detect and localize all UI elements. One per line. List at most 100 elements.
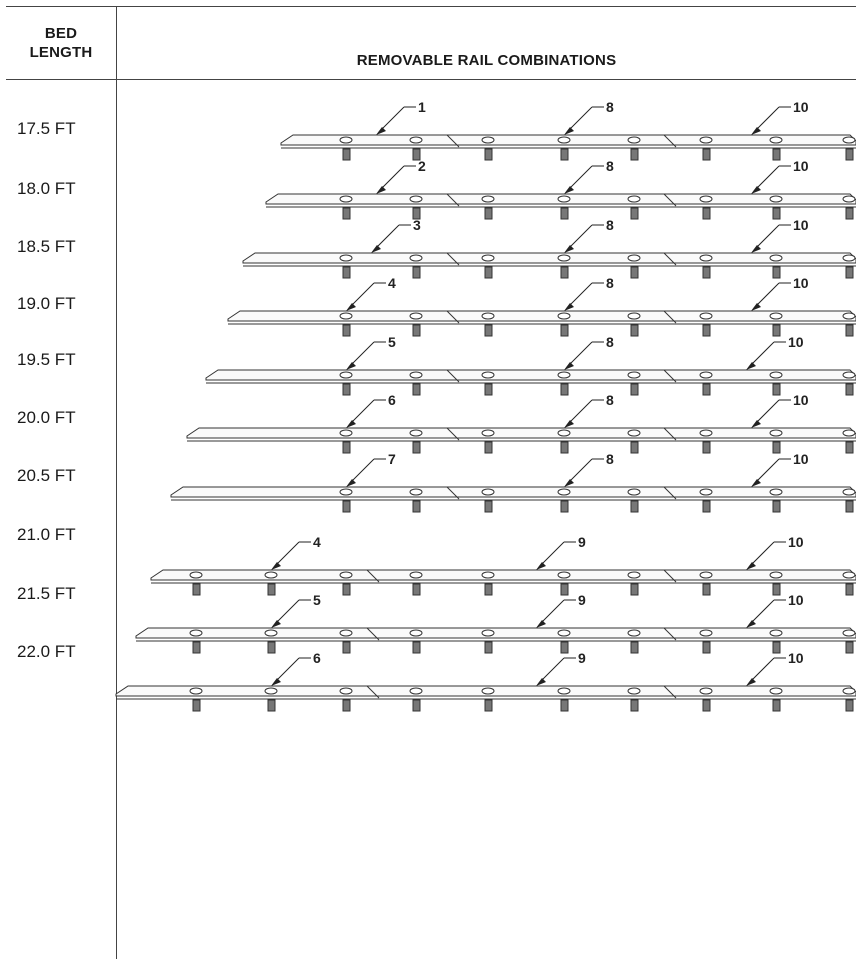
stake-post xyxy=(702,441,711,454)
rail-section-split xyxy=(663,685,677,699)
stake-pocket xyxy=(409,371,423,379)
callout-arrowhead xyxy=(371,245,381,253)
stake-post xyxy=(192,699,201,712)
callout-arrowhead xyxy=(564,479,574,487)
stake-pocket xyxy=(769,687,783,695)
stake-post xyxy=(484,383,493,396)
stake-post xyxy=(845,383,854,396)
stake-pocket xyxy=(769,429,783,437)
stake-post xyxy=(845,500,854,513)
stake-pocket xyxy=(409,571,423,579)
stake-post xyxy=(702,583,711,596)
stake-post xyxy=(484,324,493,337)
stake-pocket xyxy=(627,687,641,695)
stake-pocket xyxy=(481,371,495,379)
stake-post xyxy=(560,266,569,279)
bed-length-label: 18.5 FT xyxy=(17,237,76,256)
callout-number: 8 xyxy=(606,158,614,174)
callout-leader xyxy=(753,282,780,309)
callout-number: 9 xyxy=(578,650,586,666)
stake-pocket xyxy=(557,429,571,437)
stake-pocket xyxy=(627,629,641,637)
callout-number: 8 xyxy=(606,392,614,408)
stake-post xyxy=(560,148,569,161)
callout-leader xyxy=(748,541,775,568)
callout-leader xyxy=(273,541,300,568)
stake-post xyxy=(267,583,276,596)
callout-leader xyxy=(748,341,775,368)
stake-post xyxy=(630,583,639,596)
rail-section-split xyxy=(663,627,677,641)
callout-leader xyxy=(378,165,405,192)
callout-arrowhead xyxy=(346,362,356,370)
stake-pocket xyxy=(557,371,571,379)
stake-pocket xyxy=(339,254,353,262)
stake-post xyxy=(267,641,276,654)
stake-pocket xyxy=(842,629,856,637)
bed-length-label: 22.0 FT xyxy=(17,642,76,661)
stake-post xyxy=(484,441,493,454)
stake-post xyxy=(702,148,711,161)
callout-arrowhead xyxy=(751,420,761,428)
stake-pocket xyxy=(409,195,423,203)
rail-drawings: 1 8 102 8 103 8 104 8 105 8 106 8 107 8 104 9 105 9 106 9 10 xyxy=(115,99,856,712)
stake-post xyxy=(772,441,781,454)
stake-pocket xyxy=(339,136,353,144)
stake-post xyxy=(630,699,639,712)
stake-pocket xyxy=(627,195,641,203)
stake-post xyxy=(772,699,781,712)
stake-pocket xyxy=(409,687,423,695)
callout-number: 10 xyxy=(788,650,804,666)
stake-pocket xyxy=(557,312,571,320)
callout-arrowhead xyxy=(536,562,546,570)
callout-arrowhead xyxy=(564,245,574,253)
stake-post xyxy=(267,699,276,712)
stake-post xyxy=(630,148,639,161)
callout-leader xyxy=(566,458,593,485)
stake-post xyxy=(412,148,421,161)
rail-body xyxy=(242,252,856,264)
stake-pocket xyxy=(699,371,713,379)
callout-leader xyxy=(566,341,593,368)
callout-leader xyxy=(348,399,375,426)
stake-post xyxy=(845,583,854,596)
rail-body xyxy=(135,627,856,639)
stake-post xyxy=(845,641,854,654)
stake-post xyxy=(772,148,781,161)
callout-leader xyxy=(348,458,375,485)
stake-pocket xyxy=(627,571,641,579)
rail-section-split xyxy=(663,193,677,207)
stake-post xyxy=(845,266,854,279)
stake-post xyxy=(412,207,421,220)
stake-post xyxy=(772,500,781,513)
callout-leader xyxy=(566,282,593,309)
rail-body xyxy=(205,369,856,381)
rail-section-split xyxy=(446,427,460,441)
stake-pocket xyxy=(409,488,423,496)
callout-leader xyxy=(566,106,593,133)
callout-number: 6 xyxy=(388,392,396,408)
stake-post xyxy=(702,324,711,337)
stake-pocket xyxy=(699,629,713,637)
stake-pocket xyxy=(557,136,571,144)
rail-section-split xyxy=(663,427,677,441)
callout-arrowhead xyxy=(746,620,756,628)
callout-number: 8 xyxy=(606,275,614,291)
stake-pocket xyxy=(339,312,353,320)
rail-section-split xyxy=(446,193,460,207)
stake-post xyxy=(845,699,854,712)
stake-pocket xyxy=(842,312,856,320)
stake-post xyxy=(702,383,711,396)
callout-leader xyxy=(748,599,775,626)
stake-post xyxy=(412,641,421,654)
stake-post xyxy=(412,583,421,596)
rail-section-split xyxy=(663,252,677,266)
callout-leader xyxy=(538,541,565,568)
callout-number: 10 xyxy=(793,158,809,174)
callout-leader xyxy=(566,165,593,192)
stake-pocket xyxy=(189,629,203,637)
callout-arrowhead xyxy=(376,186,386,194)
callout-number: 5 xyxy=(388,334,396,350)
stake-post xyxy=(702,207,711,220)
stake-post xyxy=(192,641,201,654)
